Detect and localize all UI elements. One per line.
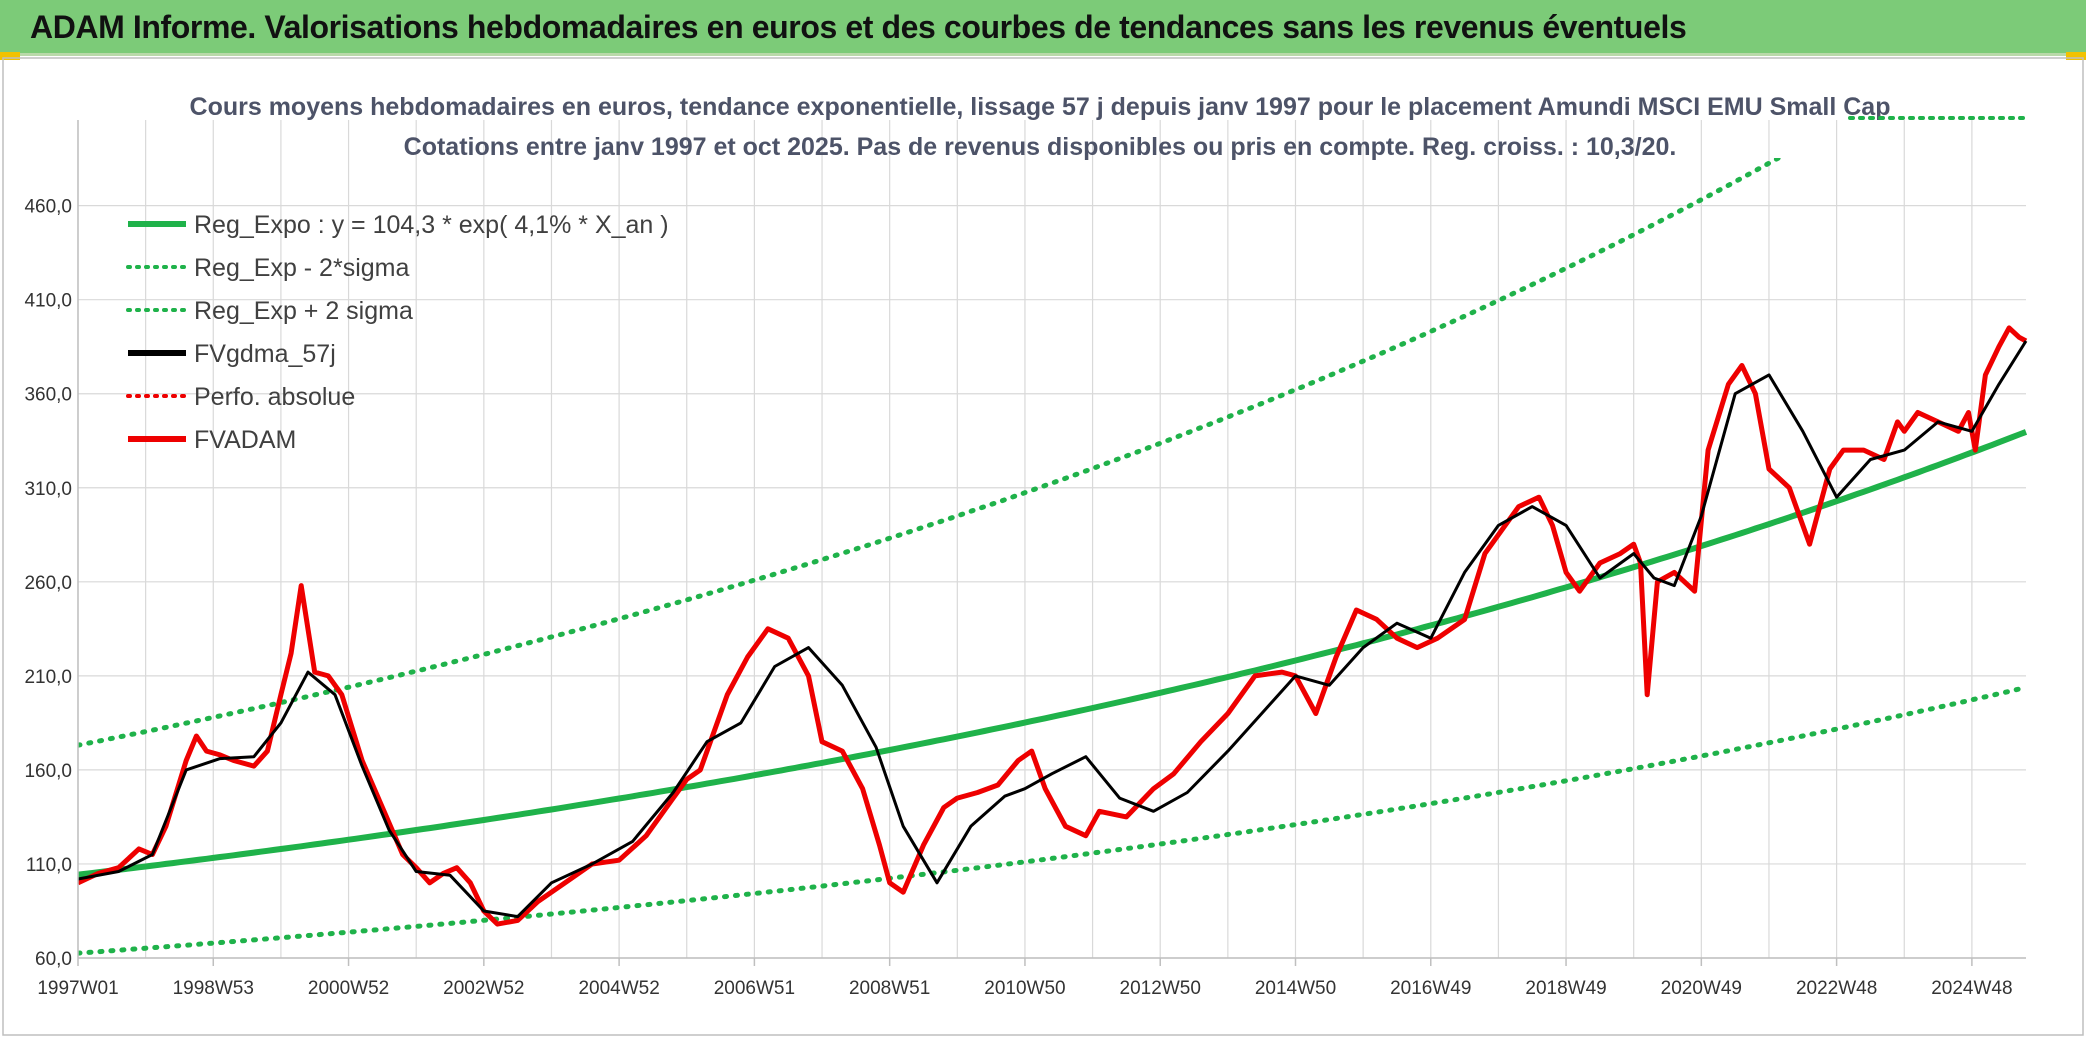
x-tick-label: 2012W50 <box>1120 978 1201 999</box>
x-tick-label: 2002W52 <box>443 978 524 999</box>
chart-grid <box>77 120 2026 959</box>
corner-marker-right <box>2066 52 2086 60</box>
series-fvadam <box>78 325 2028 927</box>
y-tick-label: 360,0 <box>24 385 72 406</box>
y-tick-label: 260,0 <box>24 573 72 594</box>
report-title: ADAM Informe. Valorisations hebdomadaire… <box>30 9 1687 45</box>
x-tick-label: 2010W50 <box>984 978 1065 999</box>
y-tick-label: 210,0 <box>24 667 72 688</box>
legend-label: Perfo. absolue <box>194 383 355 411</box>
y-tick-label: 460,0 <box>24 197 72 218</box>
series-reg-minus-2sigma <box>78 685 2029 956</box>
x-tick-label: 2008W51 <box>849 978 930 999</box>
y-tick-label: 160,0 <box>24 761 72 782</box>
legend-label: FVgdma_57j <box>194 340 336 368</box>
legend-label: FVADAM <box>194 426 296 454</box>
series-fvgdma-57j <box>78 340 2028 919</box>
x-tick-label: 1997W01 <box>37 978 118 999</box>
x-tick-label: 2016W49 <box>1390 978 1471 999</box>
chart-subtitle: Cotations entre janv 1997 et oct 2025. P… <box>404 133 1677 161</box>
x-tick-label: 2018W49 <box>1525 978 1606 999</box>
chart-axes: 60,0 110,0 160,0 210,0 260,0 310,0 360,0 410,0 4… <box>24 120 2026 999</box>
y-tick-label: 110,0 <box>26 855 72 876</box>
x-tick-label: 2006W51 <box>714 978 795 999</box>
x-tick-label: 2024W48 <box>1931 978 2012 999</box>
legend-label: Reg_Exp - 2*sigma <box>194 254 409 282</box>
x-tick-label: 2022W48 <box>1796 978 1877 999</box>
y-tick-label: 60,0 <box>35 949 72 970</box>
chart-title: Cours moyens hebdomadaires en euros, ten… <box>190 93 1891 121</box>
x-tick-label: 2000W52 <box>308 978 389 999</box>
x-tick-label: 2020W49 <box>1661 978 1742 999</box>
series-reg-expo <box>78 429 2028 878</box>
x-tick-label: 2014W50 <box>1255 978 1336 999</box>
y-tick-label: 410,0 <box>24 291 72 312</box>
x-tick-label: 1998W53 <box>173 978 254 999</box>
chart-series <box>78 158 2029 956</box>
y-tick-label: 310,0 <box>24 479 72 500</box>
series-reg-plus-2sigma <box>78 158 1784 748</box>
report-banner: ADAM Informe. Valorisations hebdomadaire… <box>0 0 2086 56</box>
corner-marker-left <box>0 52 20 60</box>
chart-legend: Reg_Expo : y = 104,3 * exp( 4,1% * X_an … <box>126 211 669 454</box>
legend-label: Reg_Exp + 2 sigma <box>194 297 413 325</box>
chart-frame <box>2 57 2084 1036</box>
legend-label: Reg_Expo : y = 104,3 * exp( 4,1% * X_an … <box>194 211 669 239</box>
x-tick-label: 2004W52 <box>578 978 659 999</box>
